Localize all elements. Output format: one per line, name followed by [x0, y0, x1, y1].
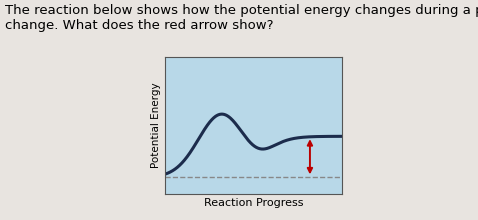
Y-axis label: Potential Energy: Potential Energy — [151, 82, 161, 168]
X-axis label: Reaction Progress: Reaction Progress — [204, 198, 303, 208]
Text: The reaction below shows how the potential energy changes during a phase
change.: The reaction below shows how the potenti… — [5, 4, 478, 32]
